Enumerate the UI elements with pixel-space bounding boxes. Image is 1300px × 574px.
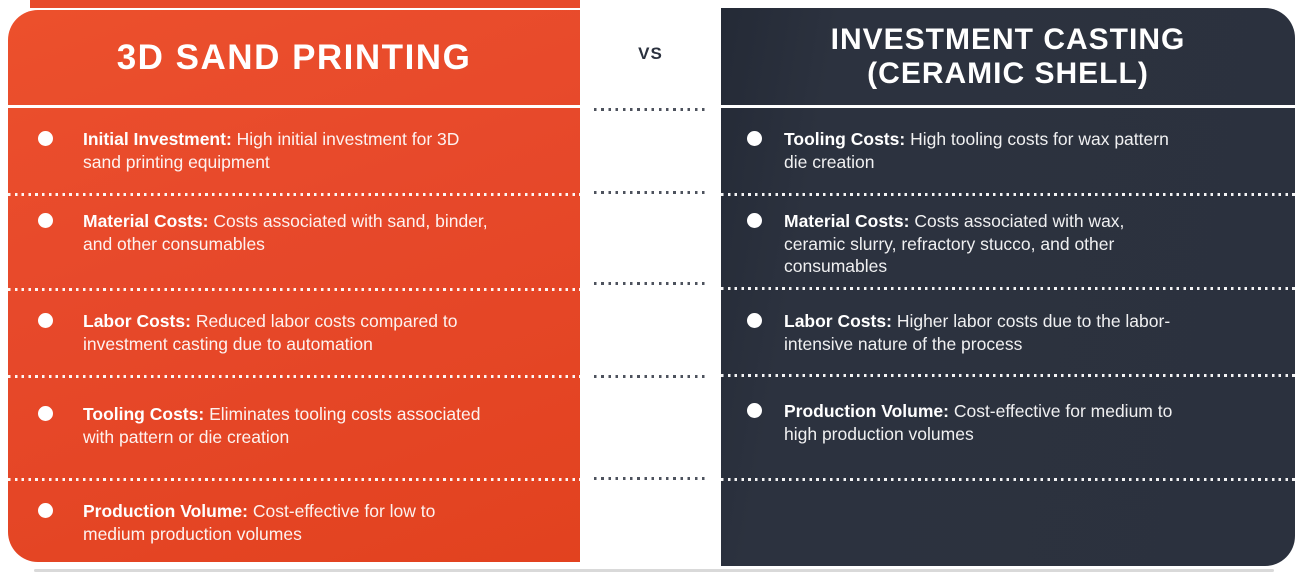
vs-divider-label: VS <box>638 44 663 63</box>
list-item: Production Volume: Cost-effective for lo… <box>38 500 495 545</box>
item-text: Labor Costs: Reduced labor costs compare… <box>83 310 495 355</box>
item-label: Labor Costs: <box>83 311 191 331</box>
right-panel-header: INVESTMENT CASTING (CERAMIC SHELL) <box>721 8 1295 108</box>
dotted-separator <box>8 375 580 378</box>
item-text: Production Volume: Cost-effective for lo… <box>83 500 495 545</box>
item-text: Material Costs: Costs associated with wa… <box>784 210 1184 278</box>
item-desc: High tooling costs for wax pattern die c… <box>784 129 1169 172</box>
gutter-dotted-line <box>594 375 708 378</box>
item-desc: Costs associated with wax, ceramic slurr… <box>784 211 1125 276</box>
list-item: Material Costs: Costs associated with sa… <box>38 210 495 255</box>
item-text: Material Costs: Costs associated with sa… <box>83 210 495 255</box>
gutter-dotted-line <box>594 477 708 480</box>
item-label: Production Volume: <box>784 401 949 421</box>
gutter-dotted-line <box>594 191 708 194</box>
item-label: Production Volume: <box>83 501 248 521</box>
item-desc: Cost-effective for medium to high produc… <box>784 401 1173 444</box>
bullet-icon <box>747 213 762 228</box>
left-panel-3d-sand-printing: 3D SAND PRINTING Initial Investment: Hig… <box>8 10 580 562</box>
list-item: Tooling Costs: Eliminates tooling costs … <box>38 403 495 448</box>
list-item: Production Volume: Cost-effective for me… <box>747 400 1184 445</box>
item-desc: High initial investment for 3D sand prin… <box>83 129 460 172</box>
bullet-icon <box>38 213 53 228</box>
bullet-icon <box>747 403 762 418</box>
right-panel-title-line1: INVESTMENT CASTING <box>830 22 1186 56</box>
gutter-dotted-line <box>594 282 708 285</box>
dotted-separator <box>8 193 580 196</box>
item-label: Tooling Costs: <box>83 404 205 424</box>
item-text: Production Volume: Cost-effective for me… <box>784 400 1184 445</box>
dotted-separator <box>721 193 1295 196</box>
bullet-icon <box>747 313 762 328</box>
dotted-separator <box>8 288 580 291</box>
list-item: Tooling Costs: High tooling costs for wa… <box>747 128 1184 173</box>
bullet-icon <box>38 503 53 518</box>
item-label: Labor Costs: <box>784 311 892 331</box>
item-desc: Costs associated with sand, binder, and … <box>83 211 488 254</box>
bullet-icon <box>38 131 53 146</box>
item-label: Initial Investment: <box>83 129 232 149</box>
item-label: Material Costs: <box>83 211 209 231</box>
list-item: Labor Costs: Higher labor costs due to t… <box>747 310 1184 355</box>
dotted-separator <box>721 478 1295 481</box>
left-panel-top-strip <box>30 0 580 8</box>
gutter-dotted-line <box>594 108 708 111</box>
list-item: Labor Costs: Reduced labor costs compare… <box>38 310 495 355</box>
item-text: Tooling Costs: Eliminates tooling costs … <box>83 403 495 448</box>
item-label: Tooling Costs: <box>784 129 906 149</box>
item-desc: Cost-effective for low to medium product… <box>83 501 436 544</box>
list-item: Material Costs: Costs associated with wa… <box>747 210 1184 278</box>
right-panel-investment-casting: INVESTMENT CASTING (CERAMIC SHELL) Tooli… <box>721 8 1295 566</box>
left-panel-title: 3D SAND PRINTING <box>116 37 472 77</box>
dotted-separator <box>8 478 580 481</box>
bullet-icon <box>38 406 53 421</box>
bullet-icon <box>747 131 762 146</box>
bottom-shadow-line <box>34 569 1274 572</box>
item-desc: Eliminates tooling costs associated with… <box>83 404 481 447</box>
right-panel-title-line2: (CERAMIC SHELL) <box>867 56 1149 90</box>
dotted-separator <box>721 374 1295 377</box>
left-panel-header: 3D SAND PRINTING <box>8 10 580 108</box>
item-text: Tooling Costs: High tooling costs for wa… <box>784 128 1184 173</box>
item-desc: Higher labor costs due to the labor-inte… <box>784 311 1171 354</box>
item-label: Material Costs: <box>784 211 910 231</box>
dotted-separator <box>721 287 1295 290</box>
item-text: Labor Costs: Higher labor costs due to t… <box>784 310 1184 355</box>
item-text: Initial Investment: High initial investm… <box>83 128 495 173</box>
bullet-icon <box>38 313 53 328</box>
item-desc: Reduced labor costs compared to investme… <box>83 311 458 354</box>
list-item: Initial Investment: High initial investm… <box>38 128 495 173</box>
